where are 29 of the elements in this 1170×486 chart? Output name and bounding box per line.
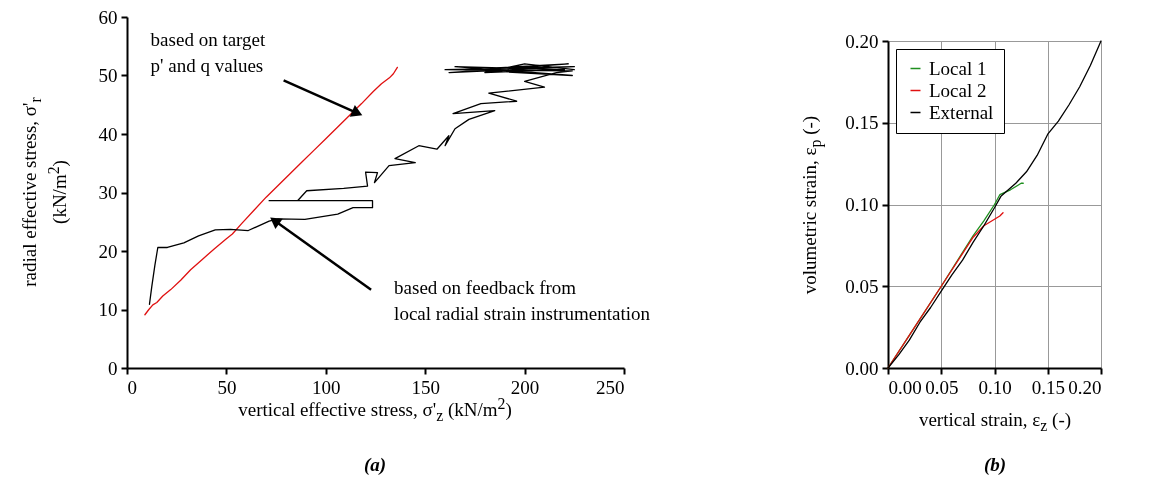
y-tick-label: 20	[98, 240, 118, 262]
y-tick-label: 40	[98, 123, 118, 145]
legend-label: Local 1	[929, 57, 987, 79]
x-tick-label: 250	[596, 376, 625, 398]
annotation: based on target p' and q values	[150, 29, 267, 77]
y-tick-label: 0.15	[845, 112, 879, 134]
y-tick-label: 30	[98, 182, 118, 203]
text: (b)	[983, 454, 1007, 476]
y-tick-label: 0.00	[845, 357, 879, 379]
text: (a)	[363, 454, 387, 476]
y-tick-label: 0.20	[845, 30, 879, 52]
legend-label: Local 2	[929, 79, 987, 101]
legend-label: External	[929, 101, 994, 123]
annotation: based on feedback from local radial strain instrumentation	[394, 276, 651, 324]
x-tick-label: 50	[217, 376, 237, 398]
x-tick-label: 200	[510, 376, 540, 398]
y-tick-label: 0	[108, 357, 118, 379]
y-tick-label: 50	[98, 65, 118, 86]
y-tick-label: 60	[98, 6, 118, 28]
x-tick-label: 0.00	[888, 376, 922, 398]
y-tick-label: 0.05	[845, 275, 879, 297]
x-tick-label: 0.10	[978, 376, 1012, 398]
y-tick-label: 10	[98, 299, 118, 320]
x-tick-label: 0.05	[925, 376, 959, 398]
x-tick-label: 0	[127, 376, 137, 398]
x-tick-label: 0.15	[1031, 376, 1065, 398]
y-tick-label: 0.10	[845, 194, 879, 215]
x-axis-title: vertical strain, ε$_{z}$ (-)	[918, 409, 1072, 435]
x-tick-label: 0.20	[1068, 376, 1102, 398]
